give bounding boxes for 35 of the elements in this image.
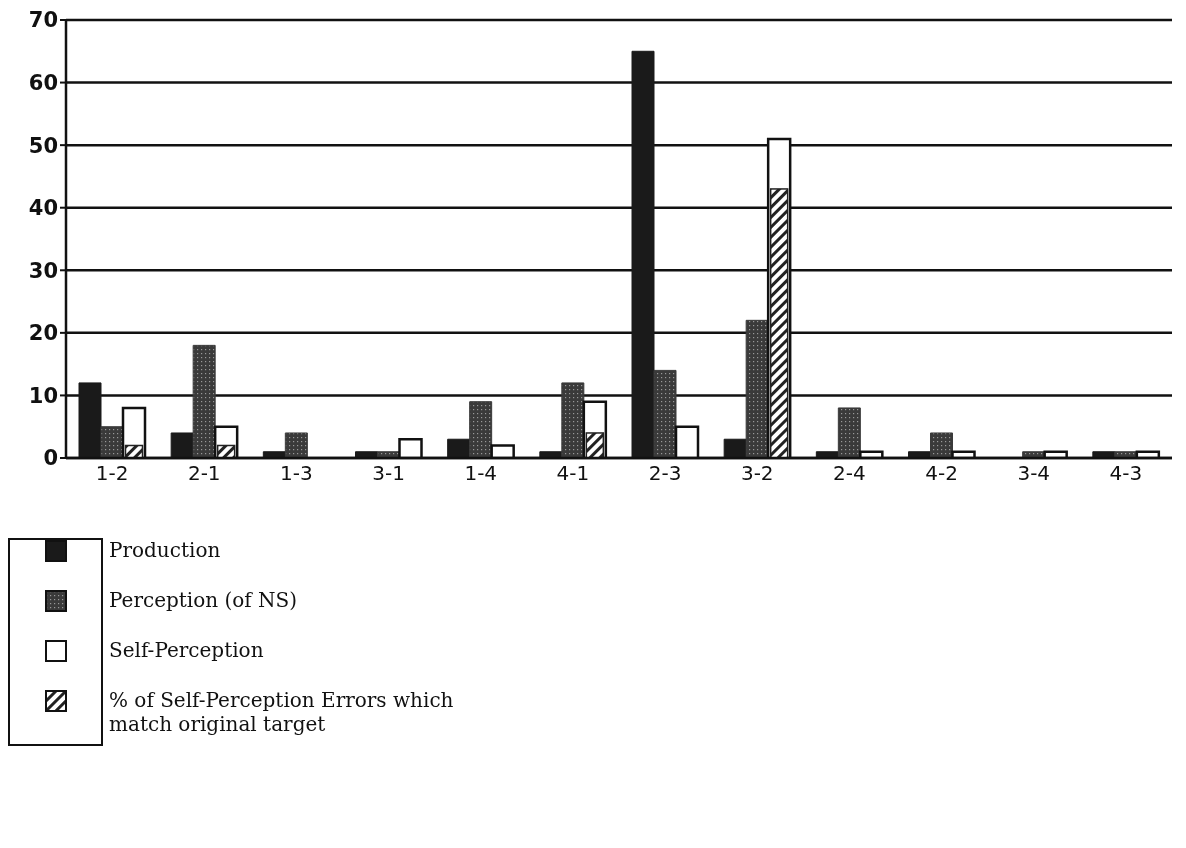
bar xyxy=(930,432,953,458)
x-tick-label: 1-4 xyxy=(464,461,498,486)
legend-label: Perception (of NS) xyxy=(108,588,299,612)
bar xyxy=(653,369,677,458)
x-tick-label: 1-3 xyxy=(280,461,313,486)
y-tick-label: 40 xyxy=(28,196,58,221)
x-tick-label: 4-3 xyxy=(1109,461,1143,486)
bar xyxy=(837,407,861,458)
x-tick-label: 2-1 xyxy=(187,461,221,486)
y-tick-label: 30 xyxy=(28,258,58,283)
bar xyxy=(561,382,585,458)
y-tick-label: 60 xyxy=(28,71,58,96)
y-tick-label: 70 xyxy=(28,8,58,33)
y-tick-label: 20 xyxy=(28,321,58,346)
y-tick-label: 0 xyxy=(43,446,58,471)
x-tick-label: 4-1 xyxy=(556,461,590,486)
x-tick-label: 4-2 xyxy=(925,461,958,486)
x-tick-label: 2-3 xyxy=(648,461,682,486)
x-tick-label: 1-2 xyxy=(95,461,129,486)
x-tick-label: 3-2 xyxy=(740,461,774,486)
bar xyxy=(585,432,605,458)
x-tick-label: 3-4 xyxy=(1017,461,1051,486)
x-tick-label: 2-4 xyxy=(833,461,866,486)
legend-label: % of Self-Perception Errors which match original target xyxy=(108,688,455,736)
x-tick-label: 3-1 xyxy=(372,461,405,486)
y-tick-label: 10 xyxy=(28,383,58,408)
bar xyxy=(284,432,308,458)
bar xyxy=(192,344,216,458)
bar xyxy=(769,188,789,458)
legend-label: Production xyxy=(108,538,222,562)
y-tick-label: 50 xyxy=(28,133,58,158)
bar xyxy=(469,401,493,458)
bar xyxy=(100,426,124,458)
bar xyxy=(745,319,769,458)
legend-label: Self-Perception xyxy=(108,638,265,662)
